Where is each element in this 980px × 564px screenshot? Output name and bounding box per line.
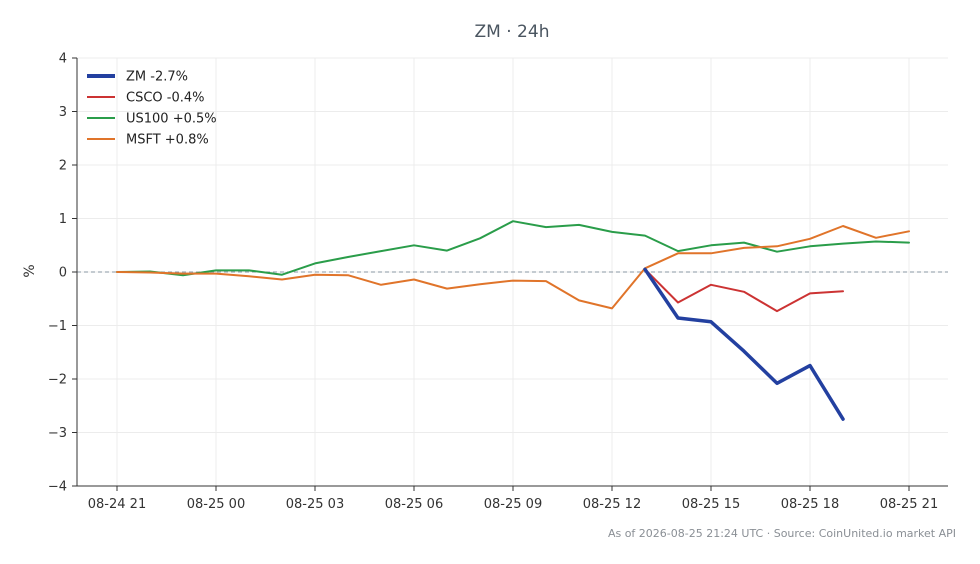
series-line-1 xyxy=(644,268,844,313)
legend-label-3: MSFT +0.8% xyxy=(126,133,209,148)
series-line-3 xyxy=(116,225,910,310)
legend-label-2: US100 +0.5% xyxy=(126,112,217,127)
x-tick-label: 08-24 21 xyxy=(88,497,146,512)
legend: ZM -2.7% CSCO -0.4% US100 +0.5% MSFT +0.8% xyxy=(87,70,217,148)
y-tick-label: 1 xyxy=(59,212,67,227)
x-tick-label: 08-25 00 xyxy=(187,497,245,512)
legend-label-1: CSCO -0.4% xyxy=(126,91,205,106)
source-footer: As of 2026-08-25 21:24 UTC · Source: Coi… xyxy=(608,527,956,540)
y-tick-label: 4 xyxy=(59,52,67,67)
x-ticks: 08-24 21 08-25 00 08-25 03 08-25 06 08-25 09… xyxy=(88,486,938,512)
y-ticks: −4 −3 −2 −1 0 1 2 3 4 xyxy=(48,52,77,495)
x-tick-label: 08-25 03 xyxy=(286,497,344,512)
x-tick-label: 08-25 12 xyxy=(583,497,641,512)
x-tick-label: 08-25 06 xyxy=(385,497,443,512)
series-layer xyxy=(116,220,910,421)
y-tick-label: −1 xyxy=(48,319,67,334)
y-axis-label: % xyxy=(22,264,38,277)
x-tick-label: 08-25 15 xyxy=(682,497,740,512)
y-tick-label: −4 xyxy=(48,480,67,495)
chart-title: ZM · 24h xyxy=(475,22,550,42)
y-tick-label: −2 xyxy=(48,373,67,388)
y-tick-label: 2 xyxy=(59,159,67,174)
x-tick-label: 08-25 09 xyxy=(484,497,542,512)
y-tick-label: 3 xyxy=(59,105,67,120)
legend-label-0: ZM -2.7% xyxy=(126,70,188,85)
series-line-0 xyxy=(643,267,845,421)
x-tick-label: 08-25 18 xyxy=(781,497,839,512)
y-tick-label: 0 xyxy=(59,266,67,281)
x-tick-label: 08-25 21 xyxy=(880,497,938,512)
series-line-2 xyxy=(116,220,910,277)
y-tick-label: −3 xyxy=(48,426,67,441)
